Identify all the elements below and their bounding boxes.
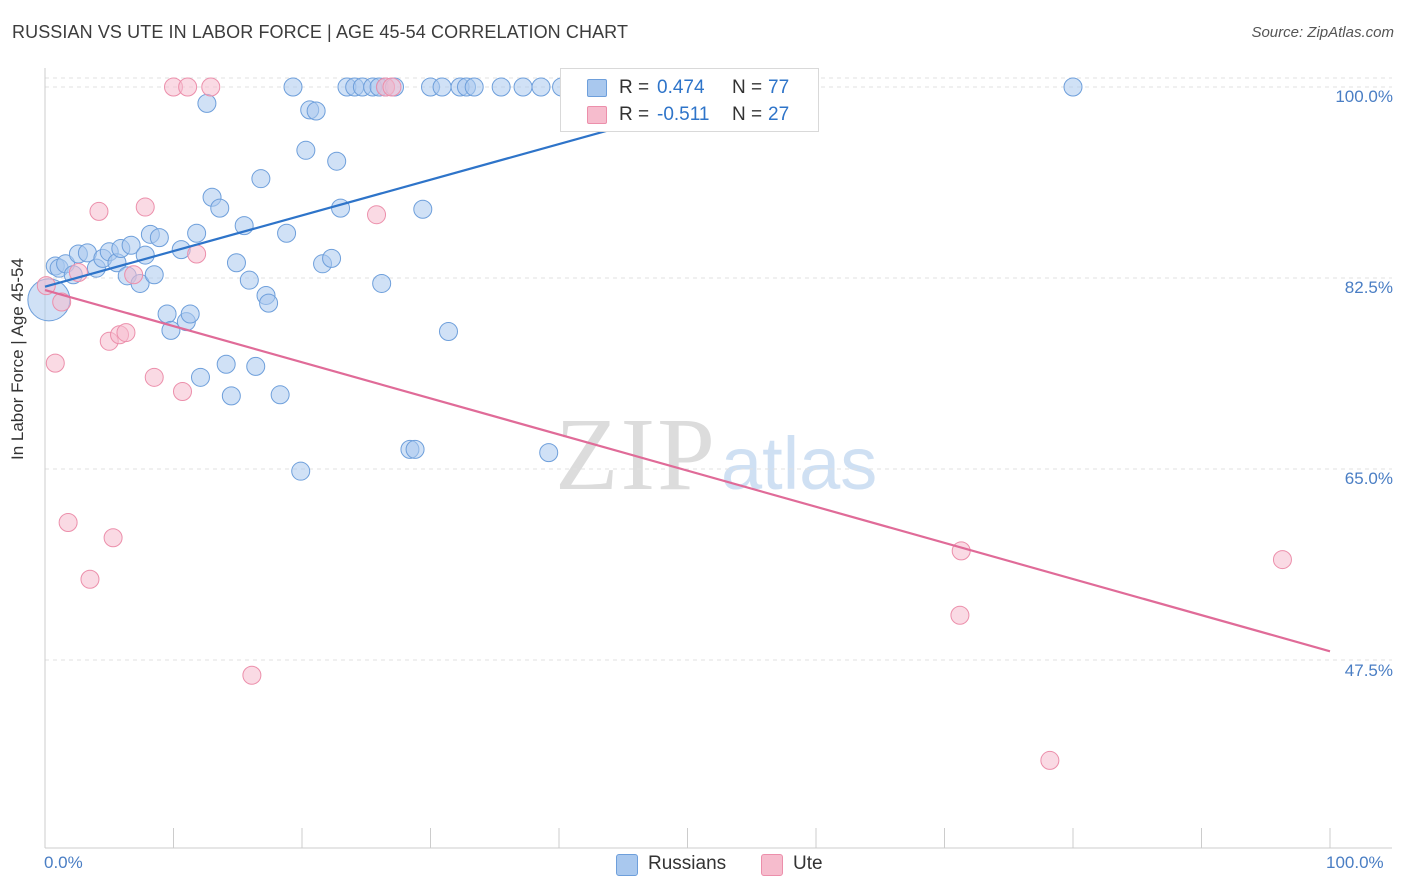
- data-point-ute-20: [367, 205, 387, 225]
- data-point-russians-40: [283, 77, 303, 97]
- legend-swatch-ute: [587, 106, 607, 124]
- data-point-russians-23: [180, 304, 200, 324]
- data-point-russians-46: [322, 248, 342, 268]
- x-tick-label-min: 0.0%: [44, 853, 83, 872]
- data-point-russians-34: [246, 356, 266, 376]
- data-points: [27, 77, 1292, 770]
- source-label: Source: ZipAtlas.com: [1251, 24, 1394, 41]
- data-point-ute-10: [116, 323, 136, 343]
- legend-r-label: R =: [619, 77, 650, 98]
- data-point-russians-55: [372, 273, 392, 293]
- trend-lines: [44, 85, 1331, 653]
- legend-r-label: R =: [619, 104, 650, 125]
- data-point-russians-30: [221, 386, 241, 406]
- data-point-russians-38: [270, 385, 290, 405]
- legend-row-ute: R = -0.511 N = 27: [561, 102, 818, 126]
- stats-legend: R = 0.474 N = 77 R = -0.511 N = 27: [560, 68, 819, 132]
- data-point-ute-26: [1272, 550, 1292, 570]
- data-point-russians-24: [187, 223, 207, 243]
- data-point-ute-23: [950, 605, 970, 625]
- data-point-ute-19: [242, 665, 262, 685]
- bottom-legend-swatch-ute: [761, 854, 783, 876]
- legend-swatch-russians: [587, 79, 607, 97]
- data-point-ute-15: [172, 382, 192, 402]
- data-point-russians-58: [405, 439, 425, 459]
- data-point-ute-25: [1040, 750, 1060, 770]
- bottom-legend-label-ute: Ute: [793, 853, 823, 874]
- data-point-ute-2: [52, 292, 72, 312]
- data-point-russians-37: [259, 293, 279, 313]
- data-point-ute-11: [124, 265, 144, 285]
- data-point-russians-28: [210, 198, 230, 218]
- data-point-russians-44: [306, 101, 326, 121]
- data-point-ute-3: [58, 512, 78, 532]
- y-tick-label-65: 65.0%: [1344, 469, 1393, 488]
- legend-r-value-russians: 0.474: [657, 77, 705, 98]
- data-point-ute-5: [80, 569, 100, 589]
- legend-n-label: N =: [732, 77, 763, 98]
- bottom-legend-swatch-russians: [616, 854, 638, 876]
- legend-n-value-russians: 77: [768, 77, 790, 98]
- data-point-russians-39: [277, 223, 297, 243]
- data-point-russians-65: [464, 77, 484, 97]
- data-point-russians-35: [251, 169, 271, 189]
- data-point-russians-76: [1063, 77, 1083, 97]
- data-point-russians-68: [531, 77, 551, 97]
- data-point-russians-42: [296, 140, 316, 160]
- data-point-ute-8: [103, 528, 123, 548]
- data-point-russians-41: [291, 461, 311, 481]
- data-point-russians-25: [190, 367, 210, 387]
- legend-n-value-ute: 27: [768, 104, 790, 125]
- data-point-ute-18: [201, 77, 221, 97]
- data-point-russians-26: [197, 93, 217, 113]
- data-point-russians-13: [121, 235, 141, 255]
- data-point-russians-66: [491, 77, 511, 97]
- data-point-russians-69: [539, 443, 559, 463]
- data-point-russians-67: [513, 77, 533, 97]
- legend-row-russians: R = 0.474 N = 77: [561, 75, 818, 99]
- x-tick-label-max: 100.0%: [1326, 853, 1384, 872]
- legend-r-value-ute: -0.511: [657, 104, 710, 125]
- data-point-ute-24: [951, 541, 971, 561]
- data-point-russians-29: [216, 354, 236, 374]
- data-point-russians-59: [413, 199, 433, 219]
- data-point-ute-16: [178, 77, 198, 97]
- data-point-russians-47: [327, 151, 347, 171]
- data-point-ute-22: [382, 77, 402, 97]
- data-point-ute-13: [144, 367, 164, 387]
- data-point-ute-17: [187, 244, 207, 264]
- data-point-russians-17: [144, 265, 164, 285]
- y-tick-label-47-5: 47.5%: [1344, 661, 1393, 680]
- y-tick-label-82-5: 82.5%: [1344, 278, 1393, 297]
- bottom-legend-russians: Russians: [616, 852, 736, 876]
- data-point-russians-18: [149, 228, 169, 248]
- data-point-russians-62: [438, 321, 458, 341]
- axes: [44, 68, 1392, 849]
- bottom-legend-ute: Ute: [761, 852, 831, 876]
- data-point-ute-6: [89, 201, 109, 221]
- data-point-russians-31: [226, 253, 246, 273]
- chart-title: RUSSIAN VS UTE IN LABOR FORCE | AGE 45-5…: [12, 22, 629, 42]
- data-point-russians-33: [239, 270, 259, 290]
- legend-n-label: N =: [732, 104, 763, 125]
- data-point-russians-61: [432, 77, 452, 97]
- data-point-ute-12: [135, 197, 155, 217]
- y-tick-label-100: 100.0%: [1335, 87, 1393, 106]
- trend-line-ute: [44, 288, 1331, 653]
- bottom-legend-label-russians: Russians: [648, 853, 727, 874]
- data-point-russians-19: [157, 304, 177, 324]
- data-point-ute-1: [45, 353, 65, 373]
